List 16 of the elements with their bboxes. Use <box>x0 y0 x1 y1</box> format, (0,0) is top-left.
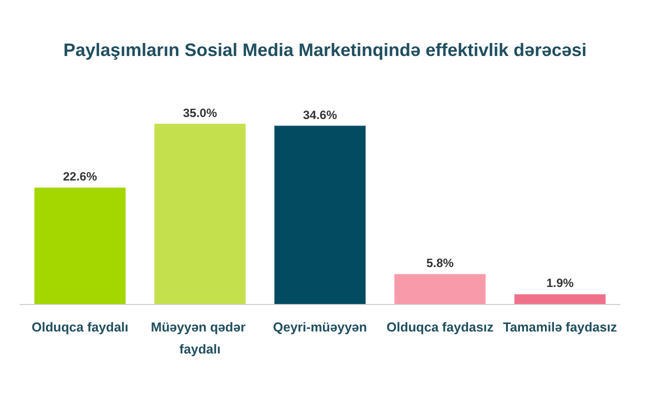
x-tick-label: Olduqca faydasız <box>386 320 494 334</box>
data-label: 5.8% <box>426 256 454 270</box>
chart-title: Paylaşımların Sosial Media Marketinqində effektivlik dərəcəsi <box>63 40 587 60</box>
data-label: 22.6% <box>62 170 98 184</box>
bar <box>34 188 126 304</box>
bar <box>514 294 606 304</box>
x-tick-label: Qeyri-müəyyən <box>273 320 368 334</box>
bar <box>154 124 246 304</box>
x-tick-label: Olduqca faydalı <box>32 320 128 334</box>
data-label: 1.9% <box>546 276 574 290</box>
bar <box>394 274 486 304</box>
data-label: 34.6% <box>302 108 338 122</box>
x-tick-label: Müəyyən qədər faydalı <box>150 320 250 356</box>
x-tick-label: Tamamilə faydasız <box>503 320 618 334</box>
bar <box>274 126 366 304</box>
data-label: 35.0% <box>182 106 218 120</box>
